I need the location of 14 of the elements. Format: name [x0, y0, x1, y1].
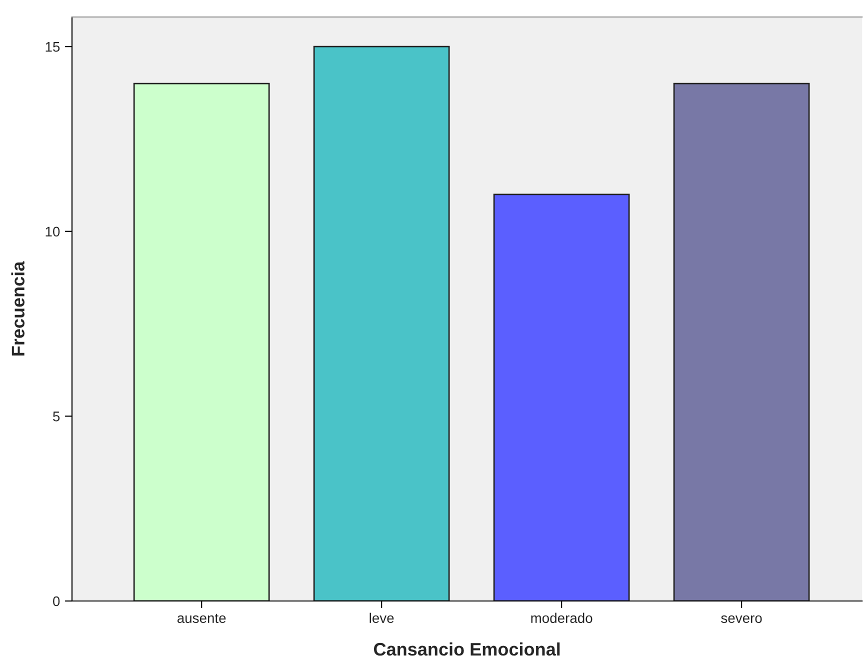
bar	[313, 46, 450, 601]
y-axis-title: Frecuencia	[11, 261, 25, 356]
x-tick-label: leve	[370, 612, 394, 624]
y-tick-label: 0	[53, 596, 60, 606]
y-tick-label: 15	[46, 42, 60, 52]
bar	[673, 82, 810, 601]
x-tick-label: moderado	[531, 612, 592, 624]
bar	[493, 194, 630, 601]
y-tick-label: 10	[46, 226, 60, 237]
x-tick-label: ausente	[177, 614, 226, 624]
x-axis-title: Cansancio Emocional	[374, 642, 560, 656]
bar	[133, 82, 270, 601]
y-tick-label: 5	[53, 412, 60, 422]
x-tick-label: severo	[721, 615, 762, 624]
